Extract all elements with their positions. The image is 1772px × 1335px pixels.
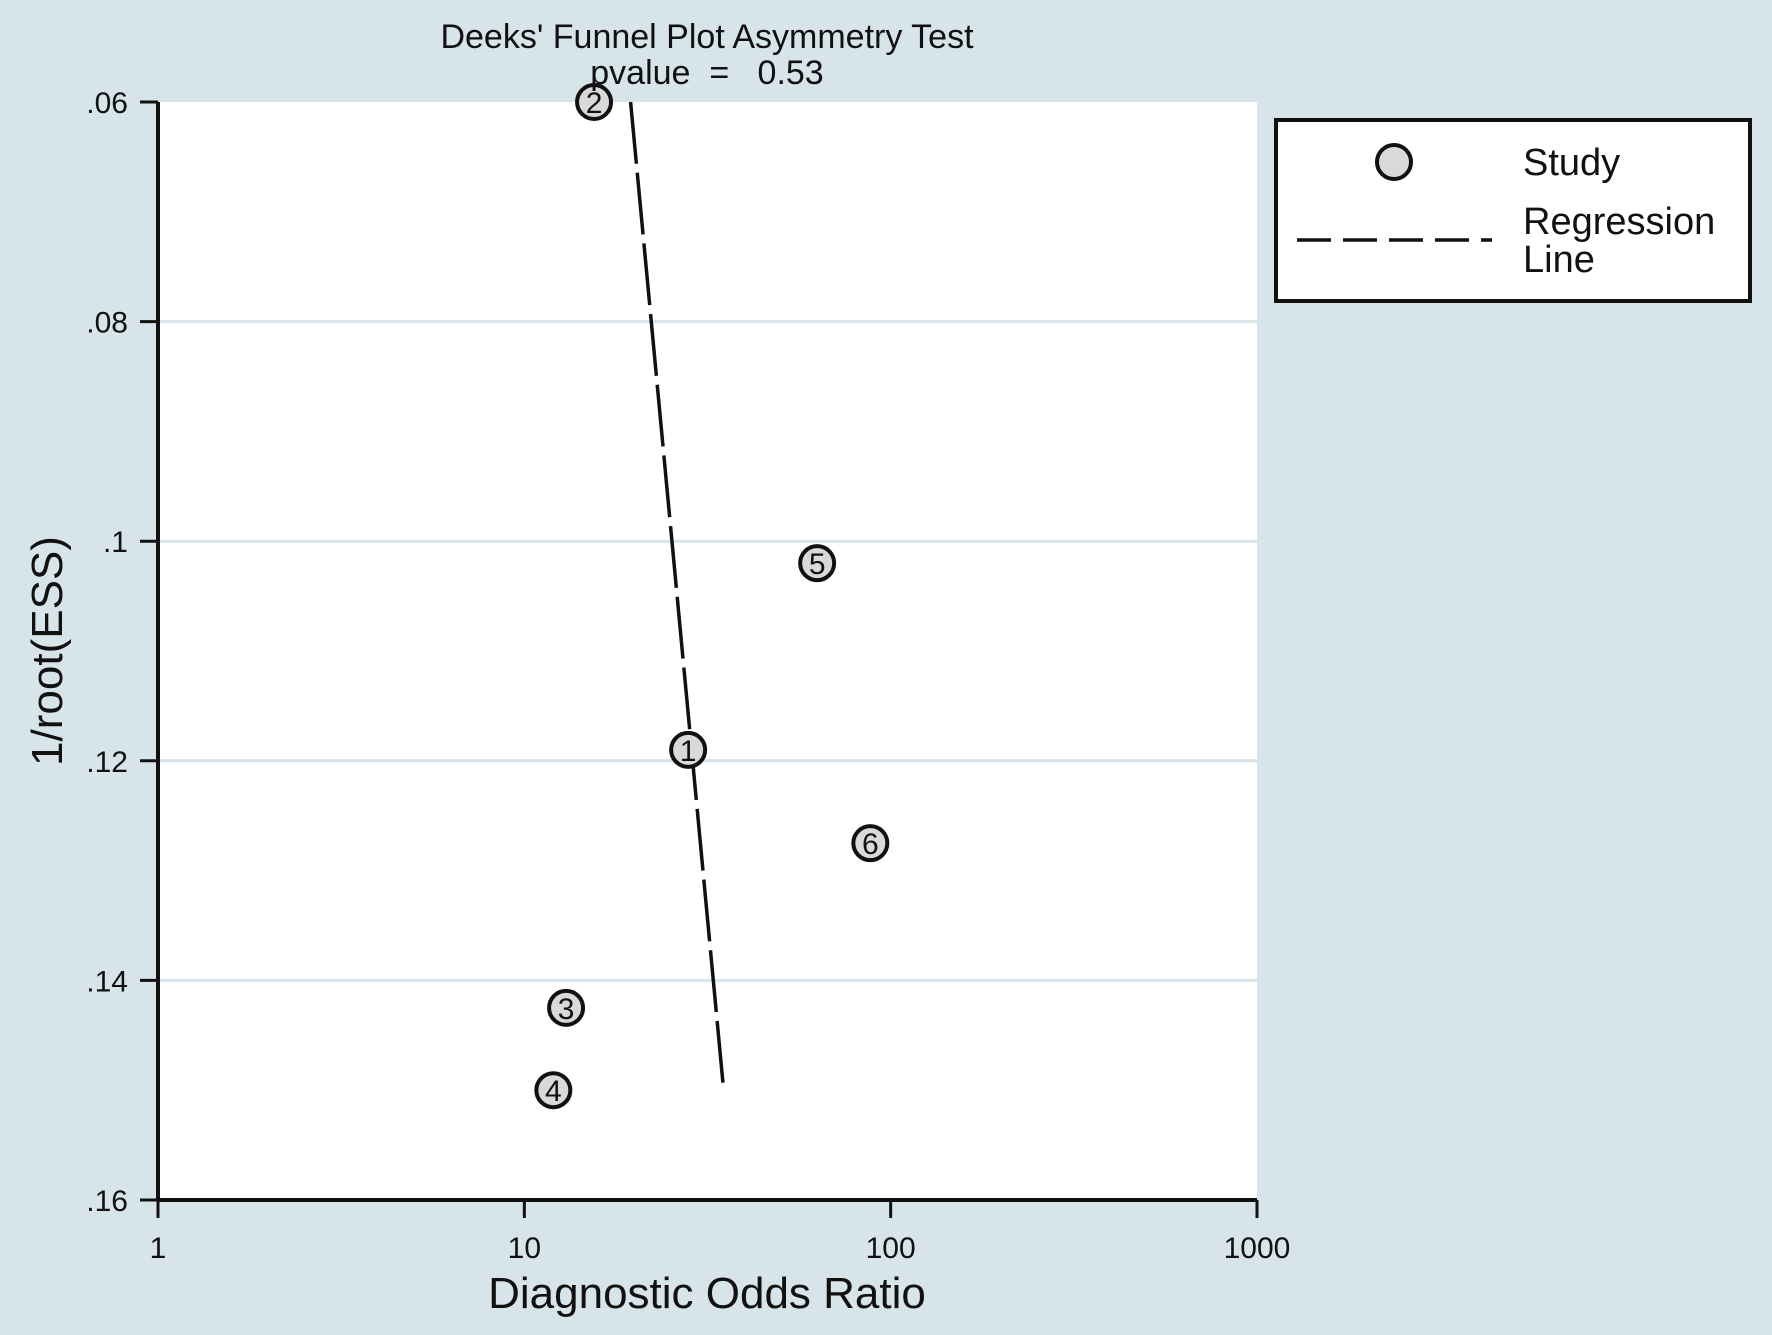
study-point: 2 bbox=[575, 83, 614, 121]
study-point: 6 bbox=[851, 824, 890, 863]
plot-area bbox=[158, 102, 1257, 1200]
legend-box bbox=[1274, 118, 1752, 303]
study-label: 4 bbox=[545, 1075, 562, 1108]
study-point: 5 bbox=[798, 544, 837, 583]
study-marker bbox=[575, 83, 614, 121]
chart-title: Deeks' Funnel Plot Asymmetry Test bbox=[440, 18, 974, 56]
x-tick-label: 100 bbox=[866, 1232, 916, 1265]
study-marker bbox=[798, 544, 837, 583]
x-tick-label: 1000 bbox=[1224, 1232, 1291, 1265]
study-label: 5 bbox=[809, 548, 826, 581]
study-label: 2 bbox=[586, 87, 603, 120]
y-tick-label: .12 bbox=[86, 746, 128, 779]
legend-regression-label: Regression bbox=[1523, 201, 1715, 243]
study-label: 3 bbox=[558, 993, 575, 1026]
study-point: 4 bbox=[534, 1071, 573, 1110]
y-tick-label: .14 bbox=[86, 965, 128, 998]
x-axis-title: Diagnostic Odds Ratio bbox=[488, 1269, 926, 1318]
study-marker bbox=[534, 1071, 573, 1110]
study-points: 1 2 3 4 5 6 bbox=[534, 83, 890, 1110]
y-tick-label: .06 bbox=[86, 87, 128, 120]
x-tick-label: 10 bbox=[508, 1232, 541, 1265]
gridlines bbox=[158, 320, 1257, 982]
axes: .06 .08 .1 .12 .14 .16 1 10 100 1000 bbox=[86, 87, 1290, 1265]
legend-study-label: Study bbox=[1523, 142, 1620, 184]
chart-subtitle: pvalue = 0.53 bbox=[590, 54, 823, 92]
study-marker bbox=[547, 988, 586, 1027]
y-tick-label: .1 bbox=[103, 526, 128, 559]
y-axis-title: 1/root(ESS) bbox=[23, 536, 72, 766]
regression-line-layer bbox=[628, 101, 726, 1091]
study-label: 6 bbox=[862, 828, 879, 861]
regression-line bbox=[628, 101, 726, 1091]
x-tick-label: 1 bbox=[150, 1232, 167, 1265]
study-marker bbox=[669, 730, 708, 769]
study-label: 1 bbox=[680, 735, 697, 768]
y-tick-label: .08 bbox=[86, 307, 128, 340]
legend-study-marker bbox=[1375, 143, 1413, 181]
legend-regression-label: Line bbox=[1523, 239, 1595, 281]
study-marker bbox=[851, 824, 890, 863]
y-tick-label: .16 bbox=[86, 1185, 128, 1218]
study-point: 1 bbox=[669, 730, 708, 769]
study-point: 3 bbox=[547, 988, 586, 1027]
legend-item-study: Study bbox=[1375, 142, 1620, 184]
